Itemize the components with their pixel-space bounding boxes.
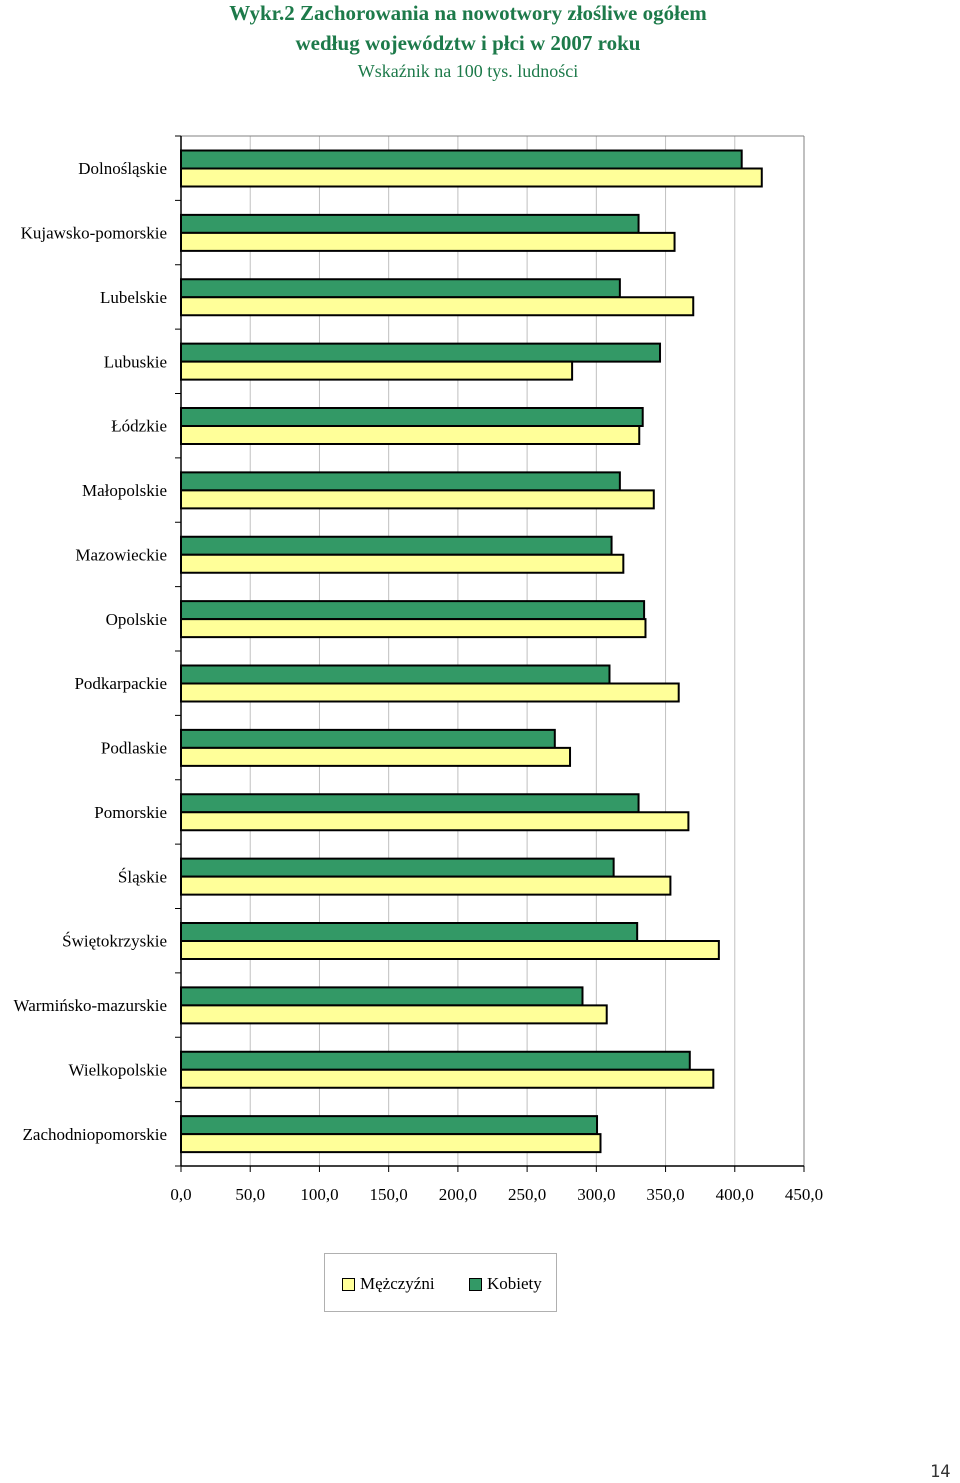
bar-women [180,1115,599,1136]
category-label: Dolnośląskie [78,159,167,178]
category-label: Śląskie [118,867,167,886]
chart-legend: Mężczyźni Kobiety [324,1253,557,1312]
category-label: Podkarpackie [74,674,167,693]
legend-label-men: Mężczyźni [360,1274,435,1293]
x-tick-label: 450,0 [785,1185,823,1204]
bar-men [180,746,572,767]
bar-men [180,1068,715,1089]
x-tick-label: 300,0 [577,1185,615,1204]
bar-men [180,167,763,188]
category-label: Zachodniopomorskie [23,1125,167,1144]
legend-label-women: Kobiety [487,1274,542,1293]
category-label: Łódzkie [111,417,167,436]
category-label: Lubuskie [104,352,167,371]
bar-men [180,682,680,703]
bar-men [180,875,672,896]
bar-women [180,471,621,492]
bar-men [180,940,720,960]
chart-subtitle: Wskaźnik na 100 tys. ludności [357,61,579,81]
bar-women [180,213,640,234]
bar-men [180,231,676,252]
bar-men [180,1004,608,1025]
bar-women [180,149,743,170]
category-label: Warmińsko-mazurskie [14,996,167,1015]
x-tick-label: 350,0 [646,1185,684,1204]
page-number: 14 [930,1462,951,1482]
category-label: Opolskie [106,610,167,629]
x-tick-label: 50,0 [235,1185,265,1204]
legend-item-women: Kobiety [469,1274,542,1294]
category-label: Podlaskie [101,739,167,758]
legend-item-men: Mężczyźni [342,1274,435,1294]
chart-title-line-1: Wykr.2 Zachorowania na nowotwory złośliw… [229,1,707,25]
bar-women [180,728,556,749]
x-tick-label: 200,0 [439,1185,477,1204]
category-label: Kujawsko-pomorskie [21,224,167,243]
bar-women [180,857,615,878]
bar-chart: 0,0 50,0 100,0 150,0 200,0 250,0 300,0 350,0 400… [14,135,823,1204]
bar-men [180,296,695,317]
bar-women [180,278,621,299]
bar-women [180,407,644,427]
bar-men [180,1133,602,1154]
bar-women [180,922,639,942]
category-label: Wielkopolskie [69,1060,167,1079]
category-label: Mazowieckie [75,545,167,564]
legend-swatch-men [342,1277,355,1291]
legend-swatch-women [469,1277,482,1291]
bar-men [180,553,625,574]
x-tick-label: 150,0 [370,1185,408,1204]
bar-men [180,489,655,510]
bar-men [180,425,641,445]
bar-men [180,811,690,832]
bar-men [180,360,574,381]
category-label: Pomorskie [94,803,167,822]
x-tick-label: 0,0 [170,1185,191,1204]
bar-women [180,793,640,814]
category-label: Świętokrzyskie [62,932,167,951]
bar-men [180,618,647,639]
x-tick-label: 250,0 [508,1185,546,1204]
bar-women [180,664,611,685]
bar-women [180,986,584,1007]
bar-women [180,342,662,363]
chart-title-line-2: według województw i płci w 2007 roku [295,31,641,55]
x-tick-label: 400,0 [716,1185,754,1204]
bar-women [180,535,613,556]
category-label: Lubelskie [100,288,167,307]
category-label: Małopolskie [82,481,167,500]
bar-women [180,600,646,621]
x-tick-label: 100,0 [300,1185,338,1204]
bar-women [180,1050,691,1071]
